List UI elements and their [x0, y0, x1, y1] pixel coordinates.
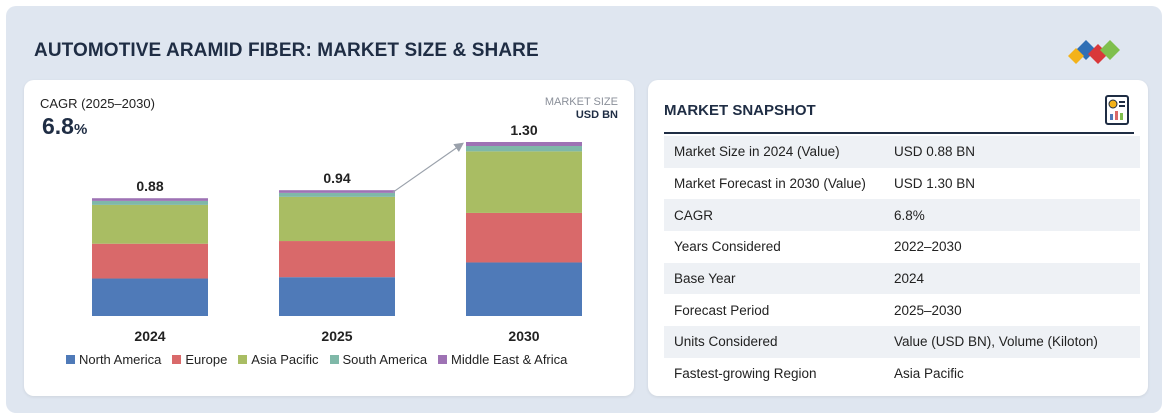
snapshot-row: Fastest-growing Region Asia Pacific [664, 357, 1140, 390]
legend-swatch [329, 355, 339, 364]
snapshot-row: Market Size in 2024 (Value) USD 0.88 BN [664, 136, 1140, 168]
bar-total-label-2024: 0.88 [136, 178, 163, 194]
snapshot-key: Years Considered [664, 231, 884, 263]
bar-segment-2030-north-america [466, 262, 582, 316]
snapshot-row: Market Forecast in 2030 (Value) USD 1.30 … [664, 167, 1140, 200]
bar-total-label-2025: 0.94 [323, 170, 350, 186]
snapshot-value: 2024 [884, 262, 1140, 295]
snapshot-row: CAGR 6.8% [664, 199, 1140, 232]
bar-segment-2025-middle-east-africa [279, 190, 395, 193]
legend-swatch [238, 355, 248, 364]
stacked-bar-chart: 0.88 2024 0.94 2025 1.30 2030 [92, 122, 582, 344]
snapshot-table: Market Size in 2024 (Value) USD 0.88 BN Ma… [664, 136, 1140, 390]
legend-item-north-america: North America [66, 352, 161, 367]
snapshot-key: Market Size in 2024 (Value) [664, 136, 884, 168]
cagr-value: 6.8% [42, 113, 87, 140]
snapshot-value: USD 1.30 BN [884, 167, 1140, 200]
logo-diamond-green [1100, 40, 1120, 60]
growth-arrow [392, 142, 464, 193]
bar-segment-2024-europe [92, 243, 208, 279]
snapshot-value: 2025–2030 [884, 294, 1140, 327]
legend-label: North America [79, 352, 162, 367]
bar-segment-2025-north-america [279, 277, 395, 316]
legend-item-europe: Europe [172, 352, 227, 367]
bar-segment-2025-europe [279, 241, 395, 278]
bar-total-label-2030: 1.30 [510, 122, 537, 138]
x-tick-label-2025: 2025 [321, 328, 352, 344]
legend-item-asia-pacific: Asia Pacific [238, 352, 319, 367]
legend-swatch [66, 355, 75, 364]
bar-segment-2030-middle-east-africa [466, 142, 582, 147]
bar-segment-2024-middle-east-africa [92, 198, 208, 201]
snapshot-value: Asia Pacific [884, 357, 1140, 390]
snapshot-divider [664, 132, 1134, 134]
cagr-number: 6.8 [42, 113, 74, 139]
snapshot-value: USD 0.88 BN [884, 136, 1140, 168]
bar-segment-2030-asia-pacific [466, 151, 582, 213]
bar-segment-2024-south-america [92, 200, 208, 205]
snapshot-key: Fastest-growing Region [664, 357, 884, 390]
cagr-label: CAGR (2025–2030) [40, 96, 155, 111]
chart-legend: North America Europe Asia Pacific South Ame… [66, 352, 567, 367]
bar-segment-2024-north-america [92, 278, 208, 316]
legend-swatch [172, 355, 182, 364]
snapshot-value: Value (USD BN), Volume (Kiloton) [884, 326, 1140, 358]
legend-item-middle-east-africa: Middle East & Africa [438, 352, 567, 367]
snapshot-value: 2022–2030 [884, 231, 1140, 263]
snapshot-key: Units Considered [664, 326, 884, 358]
report-icon [1105, 95, 1129, 125]
snapshot-value: 6.8% [884, 199, 1140, 232]
legend-label: South America [342, 352, 428, 367]
x-tick-label-2024: 2024 [134, 328, 165, 344]
unit-line-1: MARKET SIZE [544, 96, 618, 108]
legend-label: Asia Pacific [251, 352, 319, 367]
page-title: AUTOMOTIVE ARAMID FIBER: MARKET SIZE & S… [34, 40, 539, 61]
legend-label: Europe [185, 352, 228, 367]
snapshot-key: Market Forecast in 2030 (Value) [664, 167, 884, 200]
infographic-frame: AUTOMOTIVE ARAMID FIBER: MARKET SIZE & S… [6, 6, 1162, 413]
snapshot-row: Forecast Period 2025–2030 [664, 294, 1140, 327]
bar-segment-2025-south-america [279, 192, 395, 197]
bar-segment-2025-asia-pacific [279, 196, 395, 242]
brand-logo-icon [1068, 40, 1120, 64]
x-tick-label-2030: 2030 [508, 328, 539, 344]
snapshot-title: MARKET SNAPSHOT [664, 102, 816, 119]
legend-swatch [438, 355, 448, 364]
snapshot-row: Base Year 2024 [664, 262, 1140, 295]
snapshot-key: Forecast Period [664, 294, 884, 327]
snapshot-panel: MARKET SNAPSHOT Market Size in 2024 (Val… [648, 80, 1148, 396]
bar-segment-2030-south-america [466, 146, 582, 152]
legend-item-south-america: South America [329, 352, 428, 367]
bar-segment-2030-europe [466, 212, 582, 263]
snapshot-key: Base Year [664, 262, 884, 295]
logo-diamond-yellow [1068, 48, 1084, 64]
legend-label: Middle East & Africa [451, 352, 568, 367]
unit-label: MARKET SIZE USD BN [545, 96, 618, 122]
chart-panel: CAGR (2025–2030) 6.8% MARKET SIZE USD BN… [24, 80, 634, 396]
snapshot-row: Years Considered 2022–2030 [664, 231, 1140, 263]
snapshot-row: Units Considered Value (USD BN), Volume (… [664, 326, 1140, 358]
cagr-unit: % [73, 121, 88, 138]
bar-segment-2024-asia-pacific [92, 204, 208, 244]
unit-line-2: USD BN [575, 109, 618, 121]
snapshot-key: CAGR [664, 199, 884, 232]
